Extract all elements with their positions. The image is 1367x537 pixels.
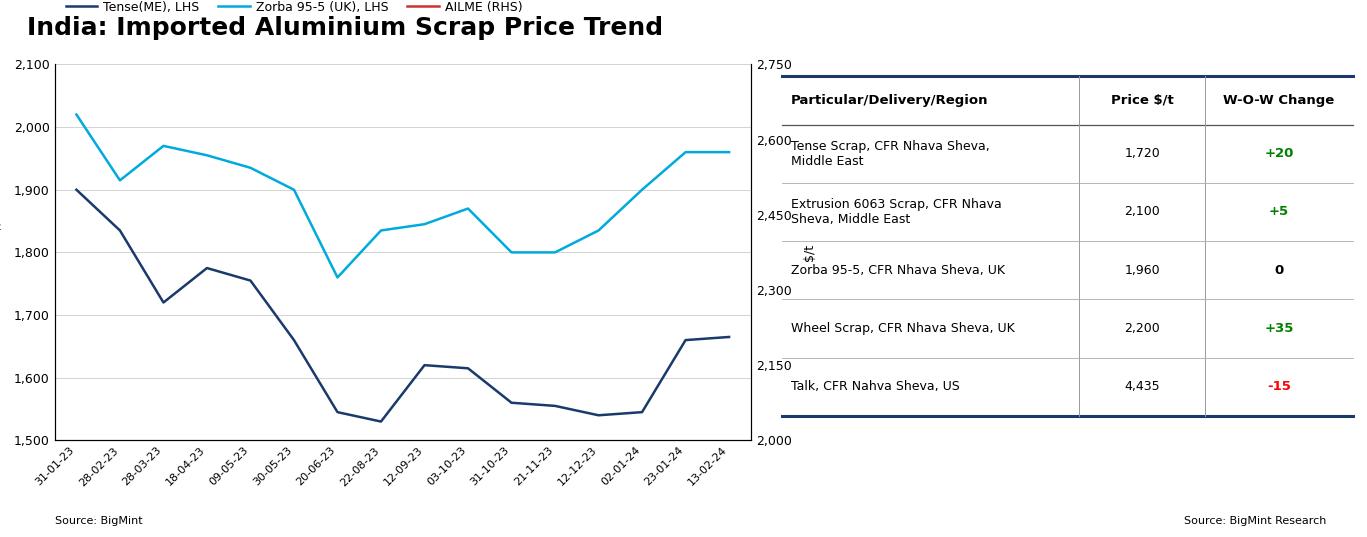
Text: Price $/t: Price $/t <box>1111 93 1173 107</box>
Legend: Tense(ME), LHS, Zorba 95-5 (UK), LHS, AILME (RHS): Tense(ME), LHS, Zorba 95-5 (UK), LHS, AI… <box>62 0 528 18</box>
Text: +5: +5 <box>1269 206 1289 219</box>
Text: +35: +35 <box>1264 322 1293 335</box>
Text: W-O-W Change: W-O-W Change <box>1223 93 1334 107</box>
Text: +20: +20 <box>1264 147 1293 160</box>
Text: Talk, CFR Nahva Sheva, US: Talk, CFR Nahva Sheva, US <box>791 380 960 393</box>
Text: 2,200: 2,200 <box>1124 322 1161 335</box>
Text: 4,435: 4,435 <box>1124 380 1161 393</box>
Text: India: Imported Aluminium Scrap Price Trend: India: Imported Aluminium Scrap Price Tr… <box>27 16 663 40</box>
Text: 1,960: 1,960 <box>1124 264 1161 277</box>
Text: Wheel Scrap, CFR Nhava Sheva, UK: Wheel Scrap, CFR Nhava Sheva, UK <box>791 322 1014 335</box>
Text: Particular/Delivery/Region: Particular/Delivery/Region <box>791 93 988 107</box>
Text: Zorba 95-5, CFR Nhava Sheva, UK: Zorba 95-5, CFR Nhava Sheva, UK <box>791 264 1005 277</box>
Text: 2,100: 2,100 <box>1124 206 1161 219</box>
Text: Source: BigMint Research: Source: BigMint Research <box>1184 516 1326 526</box>
Text: 0: 0 <box>1274 264 1284 277</box>
Text: Source: BigMint: Source: BigMint <box>55 516 142 526</box>
Text: -15: -15 <box>1267 380 1290 393</box>
Text: Tense Scrap, CFR Nhava Sheva,
Middle East: Tense Scrap, CFR Nhava Sheva, Middle Eas… <box>791 140 990 168</box>
Y-axis label: $/t: $/t <box>802 244 816 261</box>
Text: 1,720: 1,720 <box>1124 147 1161 160</box>
Text: Extrusion 6063 Scrap, CFR Nhava
Sheva, Middle East: Extrusion 6063 Scrap, CFR Nhava Sheva, M… <box>791 198 1002 226</box>
Y-axis label: Prices in $/t: Prices in $/t <box>0 215 3 289</box>
